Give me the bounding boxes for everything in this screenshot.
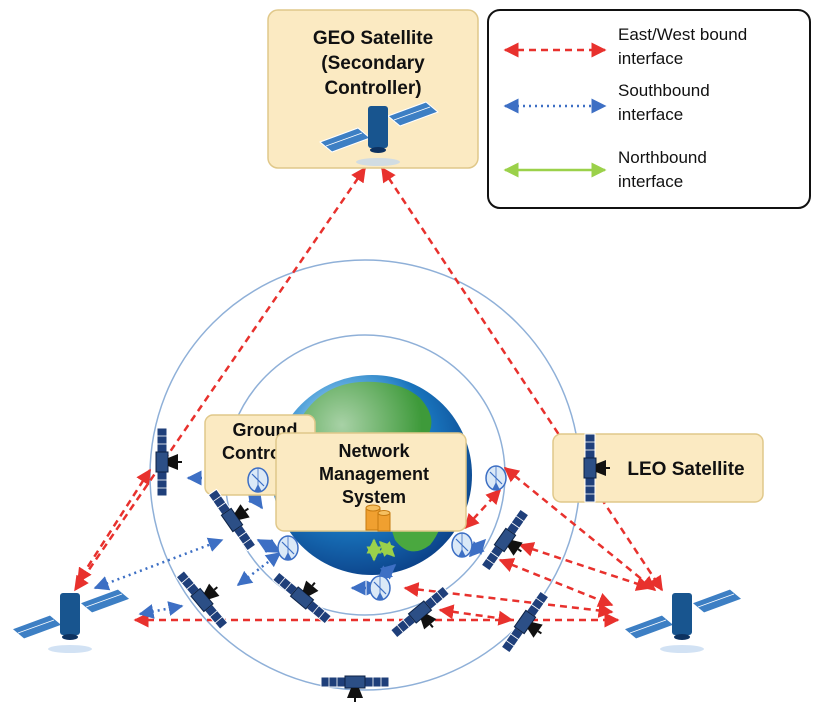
leo-satellite-icon — [479, 507, 542, 581]
leo-satellite-icon — [271, 559, 342, 626]
leo-satellite-icon — [389, 584, 460, 651]
legend-eastwest-line2: interface — [618, 49, 683, 68]
leo-box-label: LEO Satellite — [627, 459, 744, 480]
ground-antenna-icon — [451, 532, 473, 558]
legend: East/West bound interface Southbound int… — [487, 9, 811, 209]
ground-antenna-icon — [247, 467, 269, 493]
legend-southbound-line2: interface — [618, 105, 683, 124]
geo-satellite-icon — [11, 588, 131, 654]
ground-antenna-icon — [277, 535, 299, 561]
legend-northbound-line2: interface — [618, 172, 683, 191]
network-management-box: Network Management System — [275, 432, 467, 532]
ground-antenna-icon — [485, 465, 507, 491]
geo-box-line2: (Secondary — [321, 53, 425, 74]
legend-northbound-line1: Northbound — [618, 148, 707, 167]
nms-box-line1: Network — [338, 441, 410, 461]
leo-satellite-icon — [499, 589, 562, 663]
legend-eastwest-line1: East/West bound — [618, 25, 747, 44]
legend-southbound-line1: Southbound — [618, 81, 710, 100]
nms-box-line2: Management — [319, 464, 429, 484]
nms-box-line3: System — [342, 487, 406, 507]
geo-box-line1: GEO Satellite — [313, 28, 433, 49]
northbound-links — [366, 538, 396, 562]
database-icon — [365, 504, 391, 532]
ground-antenna-icon — [369, 575, 391, 601]
leo-satellite-box: LEO Satellite — [552, 433, 764, 503]
eastwest-links — [73, 166, 664, 628]
geo-satellite-box: GEO Satellite (Secondary Controller) — [267, 9, 479, 169]
geo-satellite-icon — [623, 588, 743, 654]
geo-box-line3: Controller) — [324, 78, 421, 99]
